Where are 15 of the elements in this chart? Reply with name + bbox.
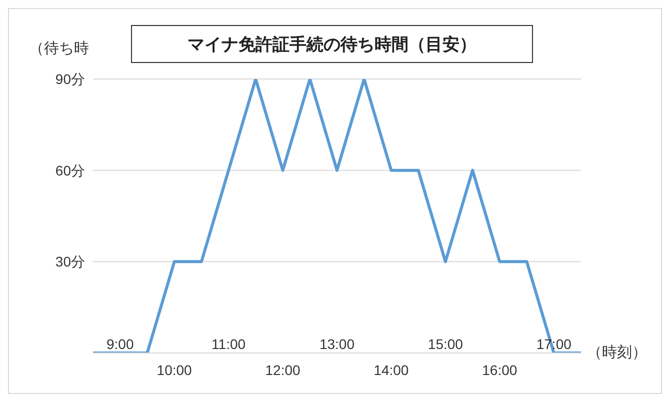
x-tick-label: 9:00 (106, 336, 134, 352)
x-tick-label: 15:00 (428, 336, 464, 352)
x-tick-label: 12:00 (265, 362, 300, 378)
x-tick-label: 16:00 (482, 362, 518, 378)
x-axis-title: （時刻） (587, 343, 647, 362)
y-tick-label: 60分 (55, 162, 85, 178)
x-tick-label: 11:00 (212, 336, 246, 352)
line-series (93, 79, 581, 353)
y-axis-title: （待ち時 (29, 39, 89, 58)
y-tick-label: 90分 (55, 70, 85, 87)
y-tick-label: 30分 (55, 254, 85, 270)
x-tick-label: 10:00 (156, 362, 192, 378)
x-tick-label: 13:00 (319, 336, 355, 352)
x-tick-label: 14:00 (374, 362, 409, 378)
chart-title: マイナ免許証手続の待ち時間（目安） (131, 25, 533, 63)
